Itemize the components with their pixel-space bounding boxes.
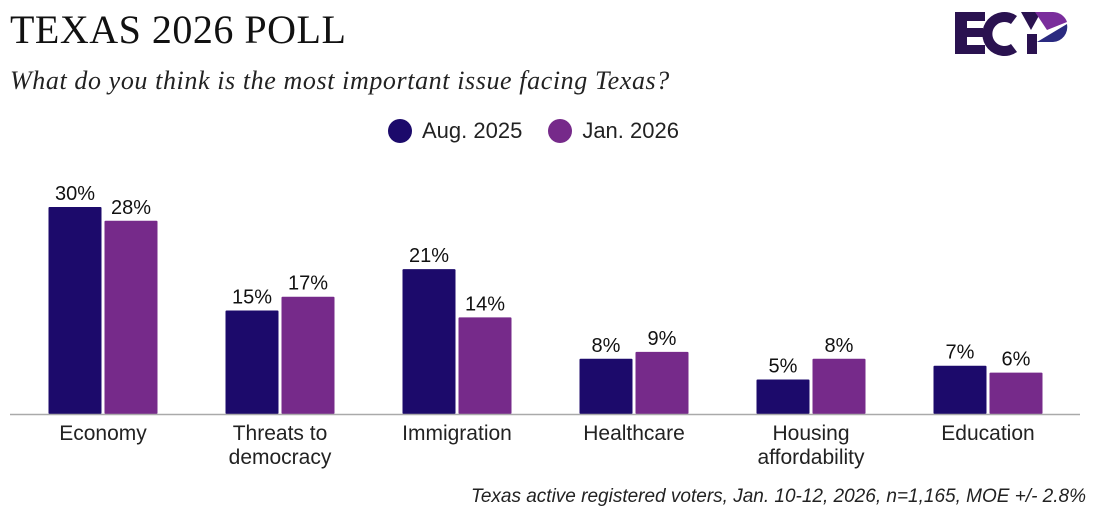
legend: Aug. 2025 Jan. 2026 [388, 118, 679, 144]
bar [48, 207, 102, 414]
category-label: Education [941, 422, 1034, 445]
bar [458, 317, 512, 414]
data-label: 6% [1002, 349, 1031, 371]
data-label: 7% [946, 342, 975, 364]
legend-label: Aug. 2025 [422, 118, 523, 143]
legend-item-aug-2025: Aug. 2025 [388, 118, 522, 144]
data-label: 30% [55, 183, 95, 205]
chart-subtitle: What do you think is the most important … [10, 66, 670, 95]
bar [812, 358, 866, 414]
category-label: Housing [772, 422, 849, 445]
data-label: 21% [409, 245, 449, 267]
ecp-logo [955, 12, 1068, 57]
data-label: 17% [288, 273, 328, 295]
bar [989, 372, 1043, 414]
chart-title: TEXAS 2026 POLL [10, 7, 347, 52]
data-label: 28% [111, 197, 151, 219]
category-label: Threats to [233, 422, 328, 445]
data-label: 14% [465, 293, 505, 315]
category-label: Immigration [402, 422, 512, 445]
bar [225, 310, 279, 414]
category-label: affordability [757, 446, 865, 469]
data-label: 9% [648, 328, 677, 350]
category-label: Healthcare [583, 422, 685, 445]
bar [402, 269, 456, 414]
bar [104, 220, 158, 414]
data-label: 8% [825, 335, 854, 357]
category-label: Economy [59, 422, 147, 445]
category-label: democracy [229, 446, 332, 469]
bar [579, 358, 633, 414]
bar [281, 296, 335, 414]
bar [933, 365, 987, 414]
data-label: 8% [592, 335, 621, 357]
legend-swatch [548, 119, 573, 143]
legend-swatch [388, 119, 412, 143]
data-label: 15% [232, 287, 272, 309]
legend-label: Jan. 2026 [582, 118, 679, 143]
legend-item-jan-2026: Jan. 2026 [548, 118, 679, 144]
bar [635, 351, 689, 414]
footnote: Texas active registered voters, Jan. 10-… [470, 486, 1086, 507]
bar [756, 379, 810, 414]
data-label: 5% [769, 356, 798, 378]
